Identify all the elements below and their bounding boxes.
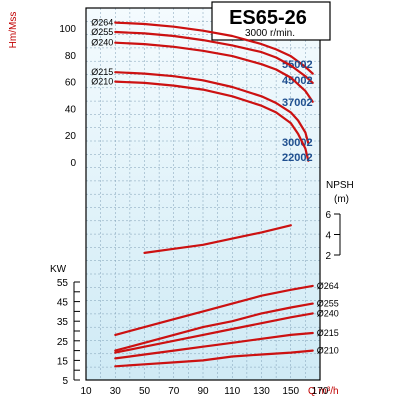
head-curve-label: Ø215: [91, 67, 113, 77]
power-curve: [114, 349, 314, 368]
x-tick-label: 130: [253, 386, 270, 397]
head-tick-label: 80: [65, 51, 77, 62]
power-curve-label: Ø210: [317, 346, 339, 356]
kw-axis-title: KW: [50, 264, 67, 275]
model-label: 37002: [282, 97, 313, 109]
kw-tick-label: 45: [57, 298, 69, 309]
plot-frame: [85, 7, 321, 381]
kw-tick-label: 55: [57, 278, 69, 289]
npsh-axis: NPSH (m) 2 4 6: [325, 180, 353, 262]
npsh-curve: [143, 224, 292, 254]
npsh-tick-label: 4: [325, 231, 331, 242]
head-tick-label: 20: [65, 131, 77, 142]
grid-lines: [85, 8, 321, 380]
kw-tick-label: 25: [57, 337, 69, 348]
title-box: ES65-26 3000 r/min.: [211, 1, 331, 41]
x-tick-label: 170: [312, 386, 329, 397]
model-label: 45002: [282, 75, 313, 87]
head-curve-label: Ø240: [91, 38, 113, 48]
npsh-tick-label: 2: [325, 251, 331, 262]
chart-subtitle: 3000 r/min.: [245, 28, 295, 39]
head-curve: [114, 41, 314, 103]
model-label: 30002: [282, 137, 313, 149]
head-tick-label: 60: [65, 78, 77, 89]
curves: Ø264 55002 Ø255 45002 Ø240 37002 Ø215 30002 Ø210…: [91, 18, 339, 368]
power-curve: [114, 312, 314, 354]
head-curve-label: Ø264: [91, 18, 113, 28]
chart-title: ES65-26: [229, 7, 307, 29]
x-axis: Q m³/h 10 30 50 70 90 110 130 150 170: [80, 386, 338, 397]
head-curve-label: Ø210: [91, 77, 113, 87]
x-tick-label: 110: [224, 386, 240, 397]
x-tick-label: 10: [80, 386, 92, 397]
head-curve-label: Ø255: [91, 27, 113, 37]
power-curve-label: Ø240: [317, 308, 339, 318]
power-curve: [114, 302, 314, 352]
x-tick-label: 70: [168, 386, 180, 397]
head-axis-ticks: 0 20 40 60 80 100: [59, 24, 76, 169]
x-tick-label: 30: [110, 386, 122, 397]
head-tick-label: 100: [59, 24, 76, 35]
power-curve: [114, 331, 314, 360]
x-tick-label: 90: [197, 386, 209, 397]
head-curve: [114, 80, 310, 162]
kw-tick-label: 5: [62, 376, 68, 387]
power-curve: [114, 284, 314, 336]
x-tick-label: 50: [139, 386, 151, 397]
x-axis-title: Q m³/h: [308, 386, 339, 397]
head-curve: [114, 71, 310, 145]
power-curve-label: Ø215: [317, 328, 339, 338]
model-label: 55002: [282, 59, 313, 71]
power-curve-label: Ø255: [317, 299, 339, 309]
power-curve-label: Ø264: [317, 281, 339, 291]
head-curve: [114, 30, 314, 85]
kw-tick-label: 15: [57, 356, 69, 367]
head-axis-title: Hm/Mss: [8, 12, 19, 49]
model-label: 22002: [282, 152, 313, 164]
kw-tick-label: 35: [57, 317, 69, 328]
npsh-axis-unit: (m): [334, 194, 349, 205]
npsh-tick-label: 6: [325, 210, 331, 221]
x-tick-label: 150: [282, 386, 299, 397]
kw-axis: KW 5 15 25 35 45 55: [50, 264, 80, 387]
npsh-axis-title: NPSH: [326, 180, 354, 191]
head-tick-label: 40: [65, 104, 77, 115]
title-box-frame: [211, 1, 331, 41]
head-tick-label: 0: [70, 158, 76, 169]
head-curve: [114, 21, 314, 75]
